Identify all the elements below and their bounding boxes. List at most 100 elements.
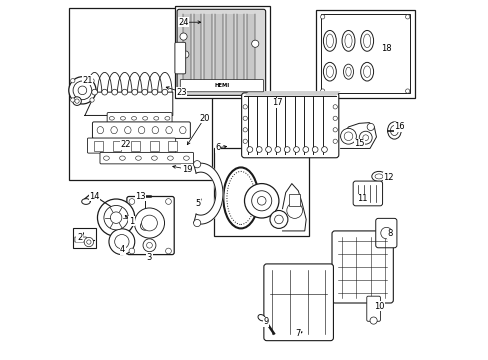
Circle shape — [109, 229, 135, 255]
Circle shape — [90, 78, 94, 83]
Text: 23: 23 — [176, 87, 187, 96]
Circle shape — [340, 129, 356, 144]
Text: 5: 5 — [195, 199, 200, 208]
Text: 21: 21 — [82, 76, 93, 85]
FancyBboxPatch shape — [264, 264, 333, 341]
FancyBboxPatch shape — [100, 152, 193, 164]
Circle shape — [303, 147, 308, 152]
FancyBboxPatch shape — [107, 113, 172, 124]
Circle shape — [92, 89, 97, 95]
Circle shape — [257, 197, 265, 205]
Bar — [247, 14, 255, 91]
Text: 3: 3 — [146, 253, 152, 262]
Ellipse shape — [119, 156, 125, 160]
FancyBboxPatch shape — [75, 237, 86, 242]
Circle shape — [132, 89, 137, 95]
Ellipse shape — [138, 127, 144, 134]
FancyBboxPatch shape — [180, 80, 263, 92]
Bar — [289, 194, 300, 206]
Text: 10: 10 — [373, 302, 384, 311]
FancyBboxPatch shape — [366, 296, 380, 321]
Circle shape — [142, 215, 157, 231]
Text: 8: 8 — [386, 229, 392, 238]
Ellipse shape — [371, 171, 386, 181]
FancyBboxPatch shape — [126, 197, 174, 255]
Circle shape — [256, 147, 262, 152]
Bar — [225, 14, 233, 91]
Circle shape — [165, 199, 171, 204]
Circle shape — [332, 139, 337, 143]
Bar — [174, 6, 269, 98]
Circle shape — [104, 206, 128, 230]
Ellipse shape — [360, 31, 373, 51]
Text: 16: 16 — [393, 122, 404, 131]
Circle shape — [70, 98, 75, 102]
Text: 11: 11 — [356, 194, 366, 203]
Ellipse shape — [345, 67, 350, 76]
Bar — [149, 140, 159, 150]
Circle shape — [70, 78, 75, 83]
Circle shape — [193, 220, 201, 226]
Text: 20: 20 — [199, 114, 209, 123]
Polygon shape — [244, 91, 340, 96]
Circle shape — [165, 248, 171, 254]
Text: 19: 19 — [182, 165, 192, 174]
FancyBboxPatch shape — [175, 42, 185, 74]
Circle shape — [366, 123, 373, 131]
Ellipse shape — [183, 156, 189, 160]
Circle shape — [243, 128, 247, 132]
Circle shape — [332, 128, 337, 132]
Circle shape — [90, 98, 94, 102]
Circle shape — [243, 116, 247, 121]
Text: 15: 15 — [353, 139, 364, 148]
Text: 7: 7 — [295, 329, 300, 338]
Circle shape — [134, 208, 164, 238]
Ellipse shape — [109, 117, 114, 120]
Circle shape — [244, 184, 278, 218]
Bar — [236, 14, 244, 91]
Ellipse shape — [341, 31, 354, 51]
FancyBboxPatch shape — [352, 181, 382, 206]
Ellipse shape — [223, 167, 258, 228]
Circle shape — [193, 161, 201, 168]
Circle shape — [140, 222, 149, 230]
Circle shape — [274, 147, 280, 152]
Circle shape — [269, 211, 287, 228]
Ellipse shape — [343, 64, 353, 79]
Circle shape — [284, 147, 289, 152]
Ellipse shape — [135, 156, 141, 160]
Circle shape — [112, 89, 117, 95]
Circle shape — [162, 89, 167, 95]
FancyBboxPatch shape — [375, 219, 396, 248]
Circle shape — [369, 317, 376, 324]
Circle shape — [320, 89, 324, 93]
Ellipse shape — [325, 66, 333, 77]
Circle shape — [182, 51, 188, 58]
Ellipse shape — [111, 127, 117, 134]
Ellipse shape — [374, 174, 382, 179]
Circle shape — [180, 33, 187, 40]
Circle shape — [142, 239, 156, 252]
Text: 6: 6 — [215, 143, 221, 152]
FancyBboxPatch shape — [92, 122, 190, 138]
Circle shape — [129, 248, 135, 254]
Circle shape — [274, 215, 283, 224]
Text: 14: 14 — [89, 192, 100, 201]
Ellipse shape — [325, 34, 333, 48]
Circle shape — [332, 116, 337, 121]
Circle shape — [152, 89, 158, 95]
Circle shape — [97, 199, 135, 236]
Ellipse shape — [344, 34, 351, 48]
Circle shape — [293, 147, 299, 152]
Ellipse shape — [323, 31, 336, 51]
Circle shape — [265, 147, 271, 152]
Circle shape — [344, 132, 352, 140]
Circle shape — [129, 199, 135, 204]
Bar — [73, 228, 96, 248]
Ellipse shape — [142, 117, 147, 120]
Circle shape — [359, 131, 371, 144]
Polygon shape — [340, 123, 376, 148]
Circle shape — [362, 135, 368, 140]
Ellipse shape — [120, 117, 125, 120]
FancyBboxPatch shape — [241, 93, 338, 158]
